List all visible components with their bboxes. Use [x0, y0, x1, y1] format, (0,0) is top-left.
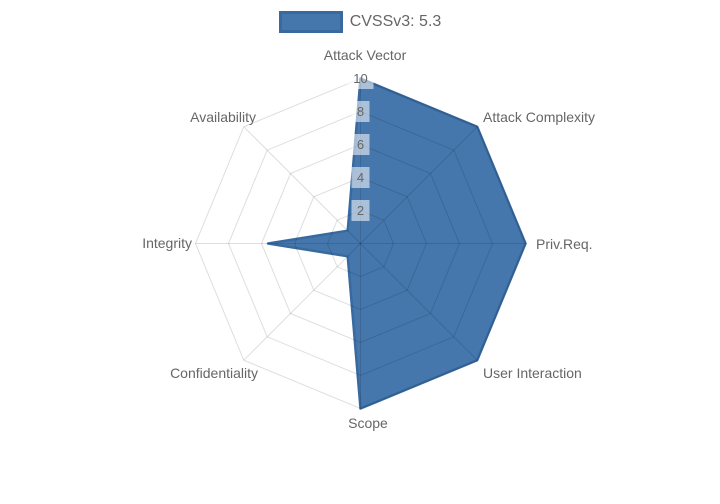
axis-label-priv-req: Priv.Req.	[536, 236, 593, 252]
tick-label: 2	[357, 203, 364, 218]
axis-spoke	[243, 243, 361, 361]
tick-label: 6	[357, 137, 364, 152]
grid-ring	[194, 77, 527, 410]
radar-series-polygon	[266, 77, 527, 410]
legend: CVSSv3: 5.3	[0, 11, 720, 33]
grid-ring	[260, 143, 461, 344]
legend-item-cvssv3[interactable]: CVSSv3: 5.3	[278, 11, 442, 33]
axis-label-attack-complexity: Attack Complexity	[483, 109, 595, 125]
axis-label-scope: Scope	[348, 415, 388, 431]
axis-label-availability: Availability	[190, 109, 256, 125]
tick-backdrop	[351, 200, 370, 221]
axis-label-attack-vector: Attack Vector	[324, 47, 407, 63]
grid-ring	[326, 209, 395, 278]
tick-backdrop	[347, 68, 374, 89]
tick-label: 4	[357, 170, 364, 185]
tick-label: 8	[357, 104, 364, 119]
axis-label-user-interaction: User Interaction	[483, 365, 582, 381]
tick-label: 10	[353, 71, 367, 86]
axis-spoke	[360, 243, 478, 361]
tick-backdrop	[351, 134, 370, 155]
axis-label-confidentiality: Confidentiality	[170, 365, 258, 381]
tick-backdrop	[351, 167, 370, 188]
axis-label-integrity: Integrity	[142, 235, 192, 251]
legend-label: CVSSv3: 5.3	[349, 13, 442, 30]
tick-backdrop	[351, 101, 370, 122]
grid-ring	[293, 176, 428, 311]
axis-spoke	[360, 126, 478, 244]
legend-color-swatch	[278, 11, 343, 33]
grid-ring	[227, 110, 494, 377]
axis-spoke	[243, 126, 361, 244]
